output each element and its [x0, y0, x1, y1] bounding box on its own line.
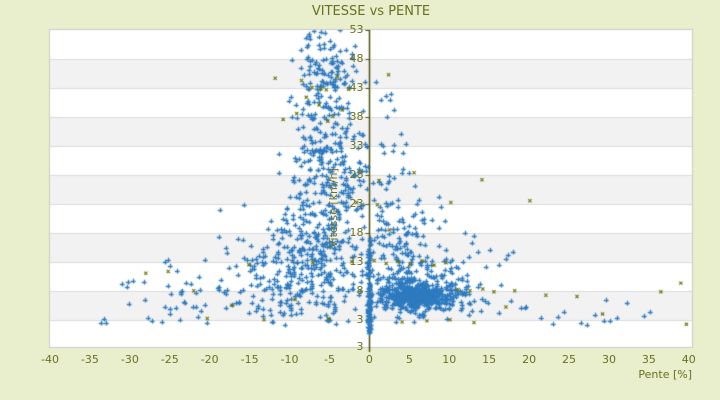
- chart-title: VITESSE vs PENTE: [311, 4, 431, 19]
- y-tick-label: 3: [356, 340, 364, 353]
- x-tick-label: 0: [365, 353, 373, 366]
- x-tick-label: -40: [41, 353, 59, 366]
- y-tick-label: 3: [356, 313, 364, 327]
- x-tick-label: -25: [160, 353, 179, 366]
- y-tick-label: 43: [349, 81, 364, 95]
- y-tick-label: 48: [349, 52, 364, 66]
- x-axis-title: Pente [%]: [638, 368, 692, 381]
- x-tick-label: -20: [200, 353, 219, 366]
- x-tick-label: 25: [562, 353, 577, 366]
- x-tick-label: 35: [641, 353, 656, 366]
- y-tick-label: 38: [349, 110, 364, 124]
- y-tick-label: 8: [356, 284, 364, 298]
- x-tick-label: 40: [681, 353, 696, 366]
- y-tick-label: 18: [349, 226, 364, 240]
- y-tick-label: 28: [349, 168, 364, 182]
- x-tick-label: -30: [120, 353, 139, 366]
- x-tick-label: -35: [80, 353, 99, 366]
- x-tick-label: -15: [240, 353, 259, 366]
- x-tick-label: 20: [522, 353, 537, 366]
- y-tick-label: 53: [349, 23, 364, 36]
- x-tick-label: 15: [482, 353, 497, 366]
- y-tick-label: 33: [349, 139, 364, 153]
- y-tick-label: 23: [349, 197, 364, 211]
- y-tick-label: 13: [349, 255, 364, 269]
- x-tick-label: 10: [442, 353, 457, 366]
- x-tick-label: 30: [601, 353, 616, 366]
- x-tick-label: -10: [280, 353, 299, 366]
- x-tick-label: 5: [405, 353, 413, 366]
- x-tick-label: -5: [323, 353, 335, 366]
